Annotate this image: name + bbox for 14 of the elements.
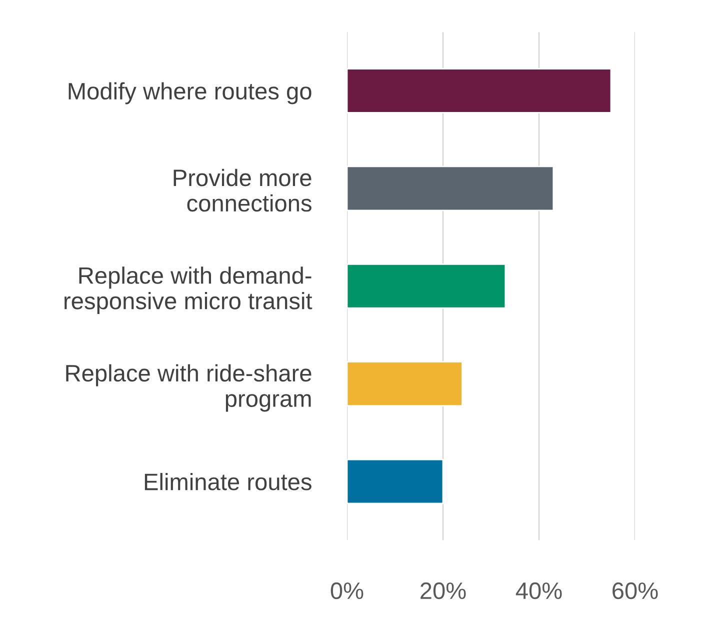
- bar: [347, 361, 463, 406]
- x-tick-label: 40%: [516, 582, 562, 600]
- x-tick-label: 20%: [420, 582, 466, 600]
- x-tick-label: 60%: [612, 582, 658, 600]
- y-tick-label: Modify where routes go: [68, 82, 312, 104]
- bar: [347, 458, 444, 504]
- y-tick-label: Replace with ride-share program: [66, 364, 312, 412]
- y-tick-label: Provide more connections: [174, 168, 312, 212]
- y-tick-label: Eliminate routes: [144, 472, 312, 490]
- bar: [347, 68, 612, 114]
- bar: [347, 166, 554, 212]
- bar: [347, 263, 506, 309]
- y-tick-label: Replace with demand- responsive micro transit: [64, 266, 312, 314]
- x-tick-label: 0%: [330, 582, 364, 600]
